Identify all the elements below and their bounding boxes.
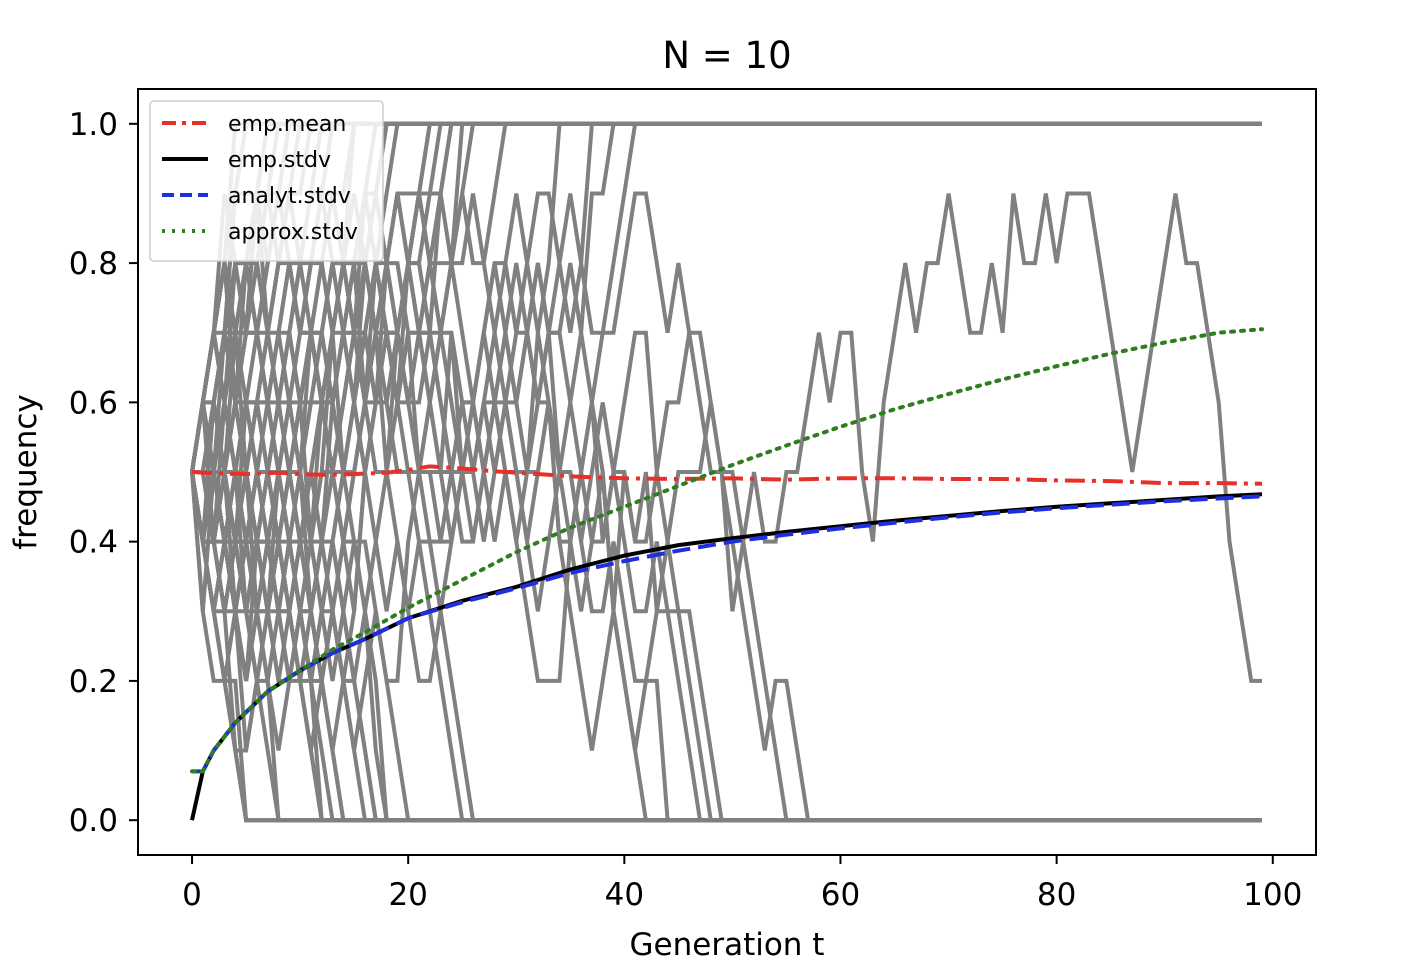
plot-frame [137,88,1317,856]
y-tick-label: 1.0 [69,107,118,143]
legend-entry: emp.stdv [228,148,331,173]
series-line-approx-stdv [190,327,1264,774]
chart-title: N = 10 [662,34,791,77]
series-line-emp-mean [191,464,1263,486]
x-axis-label: Generation t [630,927,825,963]
legend-box [149,100,384,262]
y-tick-label: 0.2 [69,664,118,700]
x-tick-label: 20 [388,877,427,913]
legend: emp.mean emp.stdv analyt.stdv approx.stdv [149,100,384,262]
x-axis: 0 20 40 60 80 100 [182,855,1302,913]
y-tick-label: 0.8 [69,246,118,282]
legend-entry: analyt.stdv [228,184,351,209]
x-tick-label: 40 [605,877,644,913]
legend-entry: emp.mean [228,112,346,137]
series-line-analyt-stdv [192,494,1263,774]
x-tick-label: 60 [821,877,860,913]
y-axis-label: frequency [8,394,44,549]
x-tick-label: 100 [1243,877,1302,913]
x-tick-label: 0 [182,877,202,913]
y-tick-label: 0.4 [69,525,118,561]
trajectory-line [190,402,1262,823]
y-axis: 0.0 0.2 0.4 0.6 0.8 1.0 [69,107,138,839]
legend-entry: approx.stdv [228,220,358,245]
y-tick-label: 0.0 [69,803,118,839]
y-tick-label: 0.6 [69,385,118,421]
x-tick-label: 80 [1037,877,1076,913]
